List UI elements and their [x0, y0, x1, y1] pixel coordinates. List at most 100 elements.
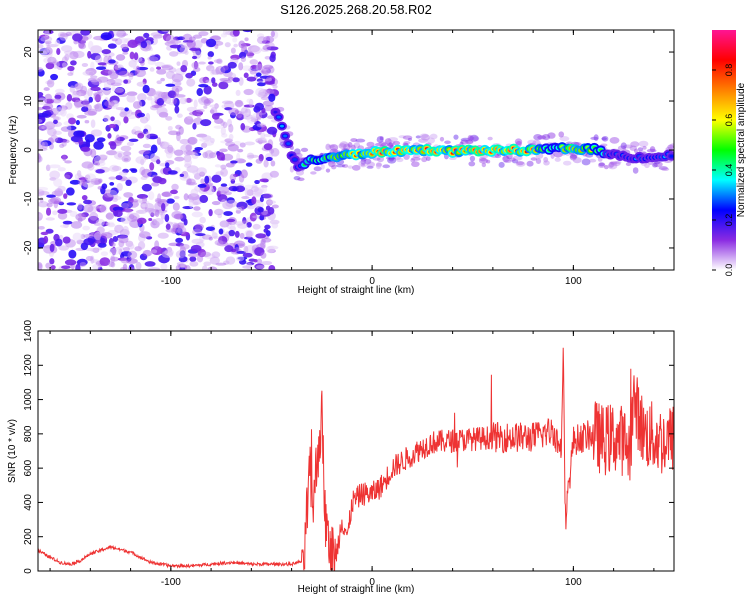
heatmap-noise-blob [266, 76, 272, 82]
heatmap-halo-dot [366, 161, 376, 168]
heatmap-halo-dot [478, 157, 489, 164]
heatmap-noise-blob [254, 179, 260, 185]
heatmap-halo-dot [418, 138, 428, 143]
heatmap-noise-blob [262, 44, 271, 51]
heatmap-noise-blob [193, 99, 198, 108]
heatmap-halo-dot [465, 139, 474, 145]
heatmap-noise-blob [132, 199, 139, 203]
heatmap-noise-blob [57, 208, 68, 214]
heatmap-halo-dot [411, 157, 421, 161]
heatmap-noise-blob [216, 152, 225, 161]
heatmap-noise-blob [246, 98, 253, 104]
heatmap-noise-blob [40, 231, 49, 236]
heatmap-noise-blob [81, 62, 89, 67]
heatmap-noise-blob [189, 256, 197, 262]
heatmap-halo-dot [384, 138, 392, 145]
heatmap-noise-blob [59, 224, 69, 228]
heatmap-noise-blob [131, 111, 137, 115]
heatmap-noise-blob [239, 232, 245, 239]
heatmap-noise-blob [46, 202, 53, 208]
heatmap-noise-blob [201, 265, 208, 270]
heatmap-halo-dot [637, 147, 644, 152]
heatmap-halo-dot [511, 159, 519, 164]
heatmap-noise-blob [191, 152, 199, 159]
heatmap-track-core [279, 124, 284, 128]
heatmap-noise-blob [74, 99, 82, 109]
heatmap-noise-blob [83, 233, 94, 239]
heatmap-noise-blob [234, 99, 243, 108]
heatmap-noise-blobs [38, 30, 280, 270]
heatmap-noise-blob [161, 30, 174, 33]
heatmap-halo-dot [372, 157, 381, 161]
heatmap-halo-dot [498, 161, 505, 168]
heatmap-noise-blob [219, 220, 230, 228]
heatmap-noise-blob [110, 116, 115, 122]
heatmap-noise-blob [116, 182, 123, 192]
heatmap-halo-dot [392, 140, 401, 146]
heatmap-noise-blob [78, 40, 85, 49]
heatmap-halo-dot [494, 153, 502, 159]
snr-y-tick-label: 1400 [23, 319, 34, 342]
heatmap-noise-blob [108, 176, 116, 180]
heatmap-halo-dot [381, 142, 389, 148]
heatmap-halo-dot [569, 153, 577, 161]
heatmap-noise-blob [215, 67, 220, 75]
heatmap-noise-blob [175, 250, 186, 259]
heatmap-noise-blob [255, 233, 267, 239]
heatmap-noise-blob [241, 65, 252, 71]
heatmap-noise-blob [148, 191, 155, 201]
heatmap-noise-blob [245, 230, 253, 238]
heatmap-noise-blob [97, 242, 107, 248]
heatmap-noise-blob [113, 151, 126, 160]
heatmap-noise-blob [82, 225, 90, 231]
heatmap-halo-dot [466, 140, 474, 145]
heatmap-noise-blob [156, 159, 161, 165]
heatmap-noise-blob [177, 226, 187, 235]
heatmap-noise-blob [115, 54, 126, 61]
heatmap-noise-blob [115, 175, 123, 181]
heatmap-halo-dot [598, 162, 605, 167]
heatmap-noise-blob [122, 51, 129, 55]
heatmap-noise-blob [194, 146, 204, 151]
heatmap-noise-blob [179, 44, 188, 54]
heatmap-halo-dot [378, 141, 386, 147]
heatmap-noise-blob [60, 108, 67, 117]
heatmap-noise-blob [127, 39, 139, 49]
heatmap-noise-blob [57, 167, 66, 172]
heatmap-halo-dot [407, 137, 413, 141]
heatmap-noise-blob [175, 213, 183, 220]
heatmap-noise-blob [64, 174, 71, 180]
heatmap-noise-blob [193, 206, 201, 211]
heatmap-noise-blob [196, 88, 204, 97]
heatmap-noise-blob [111, 165, 122, 172]
heatmap-noise-blob [256, 82, 266, 87]
heatmap-halo-dot [570, 154, 578, 159]
heatmap-halo-dot [453, 134, 459, 140]
heatmap-noise-blob [112, 236, 119, 243]
heatmap-noise-blob [66, 94, 73, 102]
heatmap-noise-blob [109, 181, 115, 186]
heatmap-noise-blob [68, 249, 77, 259]
heatmap-noise-blob [160, 77, 165, 82]
heatmap-noise-blob [262, 193, 274, 199]
heatmap-noise-blob [90, 129, 103, 137]
heatmap-noise-blob [49, 243, 55, 252]
heatmap-halo-dot [469, 134, 479, 142]
heatmap-halo-dot [652, 162, 658, 168]
heatmap-noise-blob [221, 133, 228, 138]
heatmap-noise-blob [137, 209, 144, 214]
heatmap-noise-blob [47, 128, 57, 136]
heatmap-noise-blob [108, 59, 116, 64]
heatmap-noise-blob [101, 183, 108, 190]
heatmap-noise-blob [268, 265, 276, 270]
heatmap-halo-dot [601, 137, 607, 141]
heatmap-noise-blob [160, 263, 168, 270]
heatmap-noise-blob [243, 88, 254, 96]
heatmap-noise-blob [101, 49, 111, 55]
heatmap-x-tick-label: -100 [161, 276, 181, 287]
heatmap-noise-blob [60, 45, 73, 52]
heatmap-noise-blob [190, 188, 199, 197]
heatmap-halo-dot [516, 161, 525, 166]
heatmap-halo-dot [396, 157, 404, 163]
heatmap-noise-blob [169, 44, 182, 49]
